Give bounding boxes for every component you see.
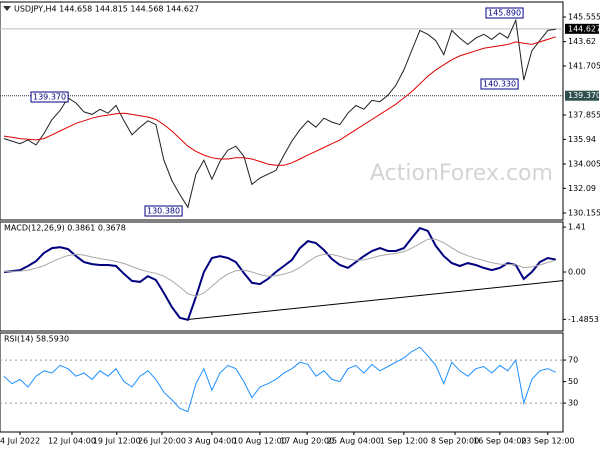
series-line xyxy=(3,36,556,166)
y-tick-label: 70 xyxy=(568,356,578,365)
x-tick-label: 10 Aug 12:00 xyxy=(233,437,287,446)
series-line xyxy=(3,346,557,413)
rsi-panel xyxy=(0,332,564,433)
y-tick-label: 132.09 xyxy=(568,184,596,193)
y-tick-label: 0.00 xyxy=(568,268,586,277)
annotation: 145.890 xyxy=(488,9,521,18)
y-tick-label: 50 xyxy=(568,377,578,386)
x-tick-label: 16 Sep 04:00 xyxy=(473,437,526,446)
x-tick-label: 26 Jul 20:00 xyxy=(138,437,186,446)
y-tick-label: 130.155 xyxy=(568,208,600,217)
series-line xyxy=(3,226,556,321)
price-tag xyxy=(565,90,599,101)
watermark: ActionForex.com xyxy=(370,161,553,186)
x-tick-label: 8 Sep 20:00 xyxy=(431,437,479,446)
annotation-box xyxy=(485,7,524,19)
price-tag-label: 144.627 xyxy=(568,24,600,33)
y-tick-label: 137.855 xyxy=(568,110,600,119)
series-line xyxy=(3,18,556,209)
x-tick-label: 19 Jul 12:00 xyxy=(93,437,141,446)
x-tick-label: 17 Aug 20:00 xyxy=(280,437,334,446)
annotation-box xyxy=(480,78,519,90)
annotation: 140.330 xyxy=(483,80,516,89)
x-tick-label: 23 Sep 12:00 xyxy=(521,437,574,446)
x-tick-label: 3 Aug 04:00 xyxy=(187,437,236,446)
x-tick-label: 1 Sep 12:00 xyxy=(380,437,428,446)
price-tag xyxy=(565,23,599,34)
annotation: 139.370 xyxy=(33,93,66,102)
y-tick-label: -1.4853 xyxy=(568,315,599,324)
annotation-box xyxy=(30,91,69,103)
trendline xyxy=(187,280,564,320)
y-tick-label: 145.555 xyxy=(568,13,600,22)
y-tick-label: 141.705 xyxy=(568,62,600,71)
panel-title: MACD(12,26,9) 0.3861 0.3678 xyxy=(4,224,126,233)
panel-title: RSI(14) 58.5930 xyxy=(4,335,69,344)
macd-panel xyxy=(0,221,564,332)
y-tick-label: 143.62 xyxy=(568,37,596,46)
y-tick-label: 1.41 xyxy=(568,223,586,232)
annotation: 130.380 xyxy=(147,207,180,216)
y-tick-label: 30 xyxy=(568,399,578,408)
y-tick-label: 134.005 xyxy=(568,159,600,168)
x-tick-label: 4 Jul 2022 xyxy=(0,437,40,446)
x-tick-label: 25 Aug 04:00 xyxy=(327,437,381,446)
series-line xyxy=(4,238,556,297)
price-tag-label: 139.370 xyxy=(568,91,600,100)
annotation-box xyxy=(144,205,183,217)
chart-title: USDJPY,H4 144.658 144.815 144.568 144.62… xyxy=(14,5,199,14)
x-tick-label: 12 Jul 04:00 xyxy=(48,437,96,446)
menu-icon xyxy=(3,6,11,11)
y-tick-label: 135.94 xyxy=(568,135,596,144)
price-panel xyxy=(0,1,564,221)
